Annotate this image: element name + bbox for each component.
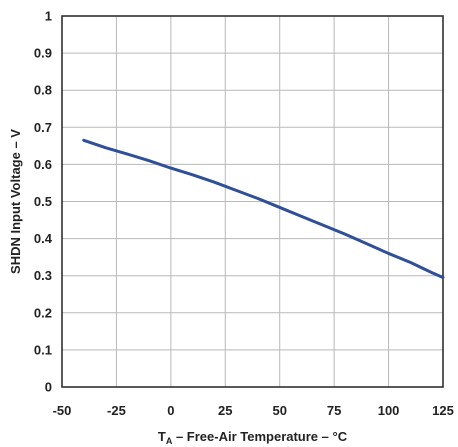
x-axis-label-main: T <box>158 429 166 444</box>
y-tick-label: 0.9 <box>34 46 52 61</box>
x-tick-label: 50 <box>272 403 286 418</box>
y-tick-label: 0.8 <box>34 83 52 98</box>
x-axis-label: TA – Free-Air Temperature – °C <box>158 429 348 446</box>
y-axis-ticks: 0 0.1 0.2 0.3 0.4 0.5 0.6 0.7 0.8 0.9 1 <box>34 9 53 395</box>
series-group <box>82 138 445 280</box>
x-tick-label: 25 <box>218 403 232 418</box>
y-axis-label: SHDN Input Voltage – V <box>8 129 23 274</box>
x-axis-label-rest: – Free-Air Temperature – °C <box>172 429 347 444</box>
x-tick-label: -25 <box>107 403 126 418</box>
grid <box>62 16 443 387</box>
series-line <box>82 138 445 280</box>
x-axis-ticks: -50 -25 0 25 50 75 100 125 <box>53 403 454 418</box>
y-tick-label: 0.3 <box>34 268 52 283</box>
y-tick-label: 0.7 <box>34 120 52 135</box>
y-tick-label: 0 <box>45 380 52 395</box>
x-axis-label-subscript: A <box>166 436 173 446</box>
x-tick-label: 75 <box>327 403 341 418</box>
x-tick-label: -50 <box>53 403 72 418</box>
y-tick-label: 0.4 <box>34 231 53 246</box>
plot-frame <box>61 15 444 388</box>
y-tick-label: 0.2 <box>34 305 52 320</box>
x-tick-label: 125 <box>432 403 454 418</box>
y-tick-label: 0.1 <box>34 342 52 357</box>
y-tick-label: 1 <box>45 9 52 24</box>
x-tick-label: 100 <box>378 403 400 418</box>
y-tick-label: 0.6 <box>34 157 52 172</box>
x-tick-label: 0 <box>167 403 174 418</box>
y-tick-label: 0.5 <box>34 194 52 209</box>
